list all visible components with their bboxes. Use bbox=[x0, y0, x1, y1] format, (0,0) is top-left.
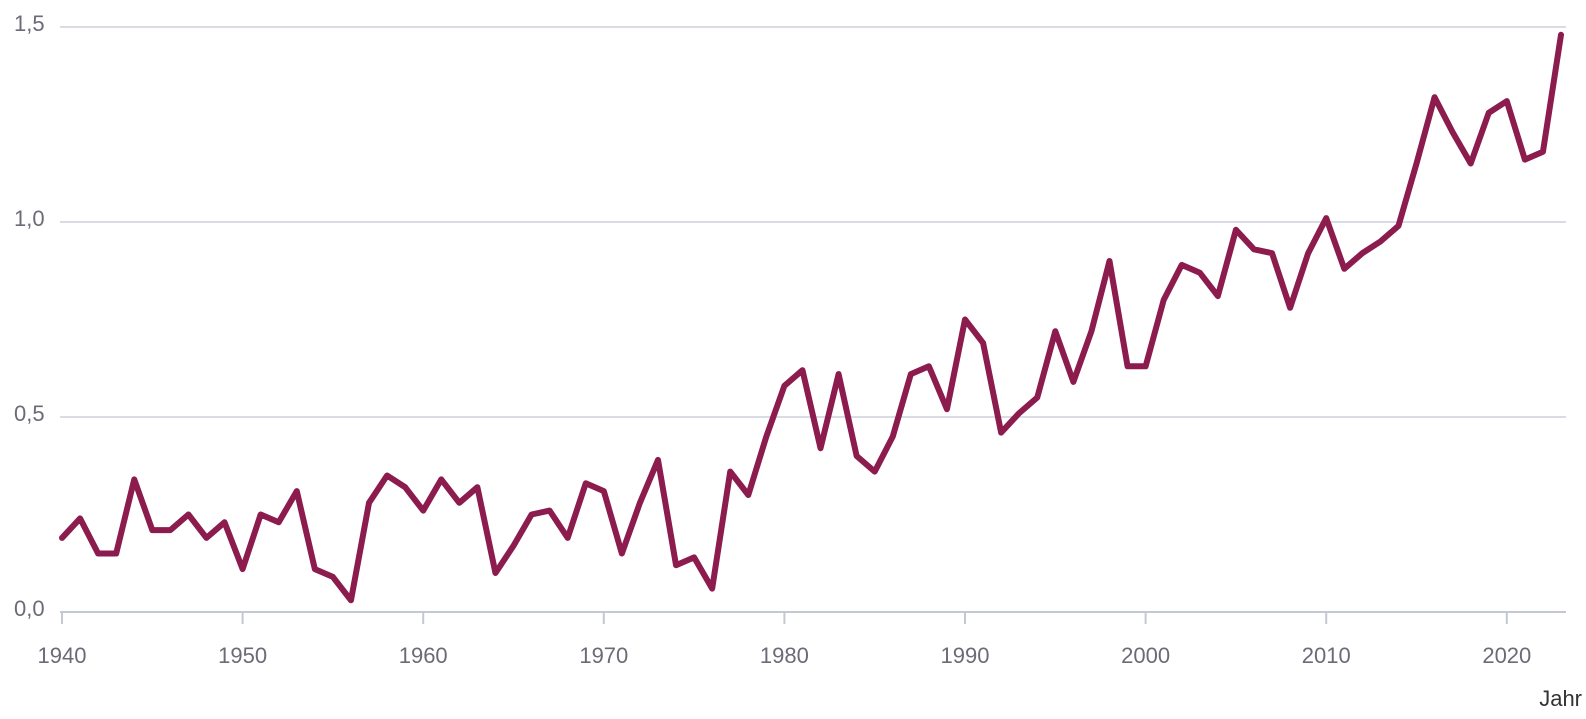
x-tick-label: 1980 bbox=[760, 643, 809, 668]
x-tick-label: 2020 bbox=[1482, 643, 1531, 668]
y-tick-label: 1,5 bbox=[14, 11, 45, 36]
x-tick-label: 2000 bbox=[1121, 643, 1170, 668]
x-tick-label: 1990 bbox=[941, 643, 990, 668]
line bbox=[59, 31, 1564, 604]
y-tick-label: 0,5 bbox=[14, 401, 45, 426]
x-tick-label: 1970 bbox=[579, 643, 628, 668]
y-tick-label: 1,0 bbox=[14, 206, 45, 231]
x-tick-label: 1960 bbox=[399, 643, 448, 668]
x-axis-label: Jahr bbox=[1539, 686, 1582, 711]
x-tick-label: 1950 bbox=[218, 643, 267, 668]
x-tick-label: 2010 bbox=[1302, 643, 1351, 668]
x-tick-label: 1940 bbox=[38, 643, 87, 668]
y-tick-label: 0,0 bbox=[14, 596, 45, 621]
